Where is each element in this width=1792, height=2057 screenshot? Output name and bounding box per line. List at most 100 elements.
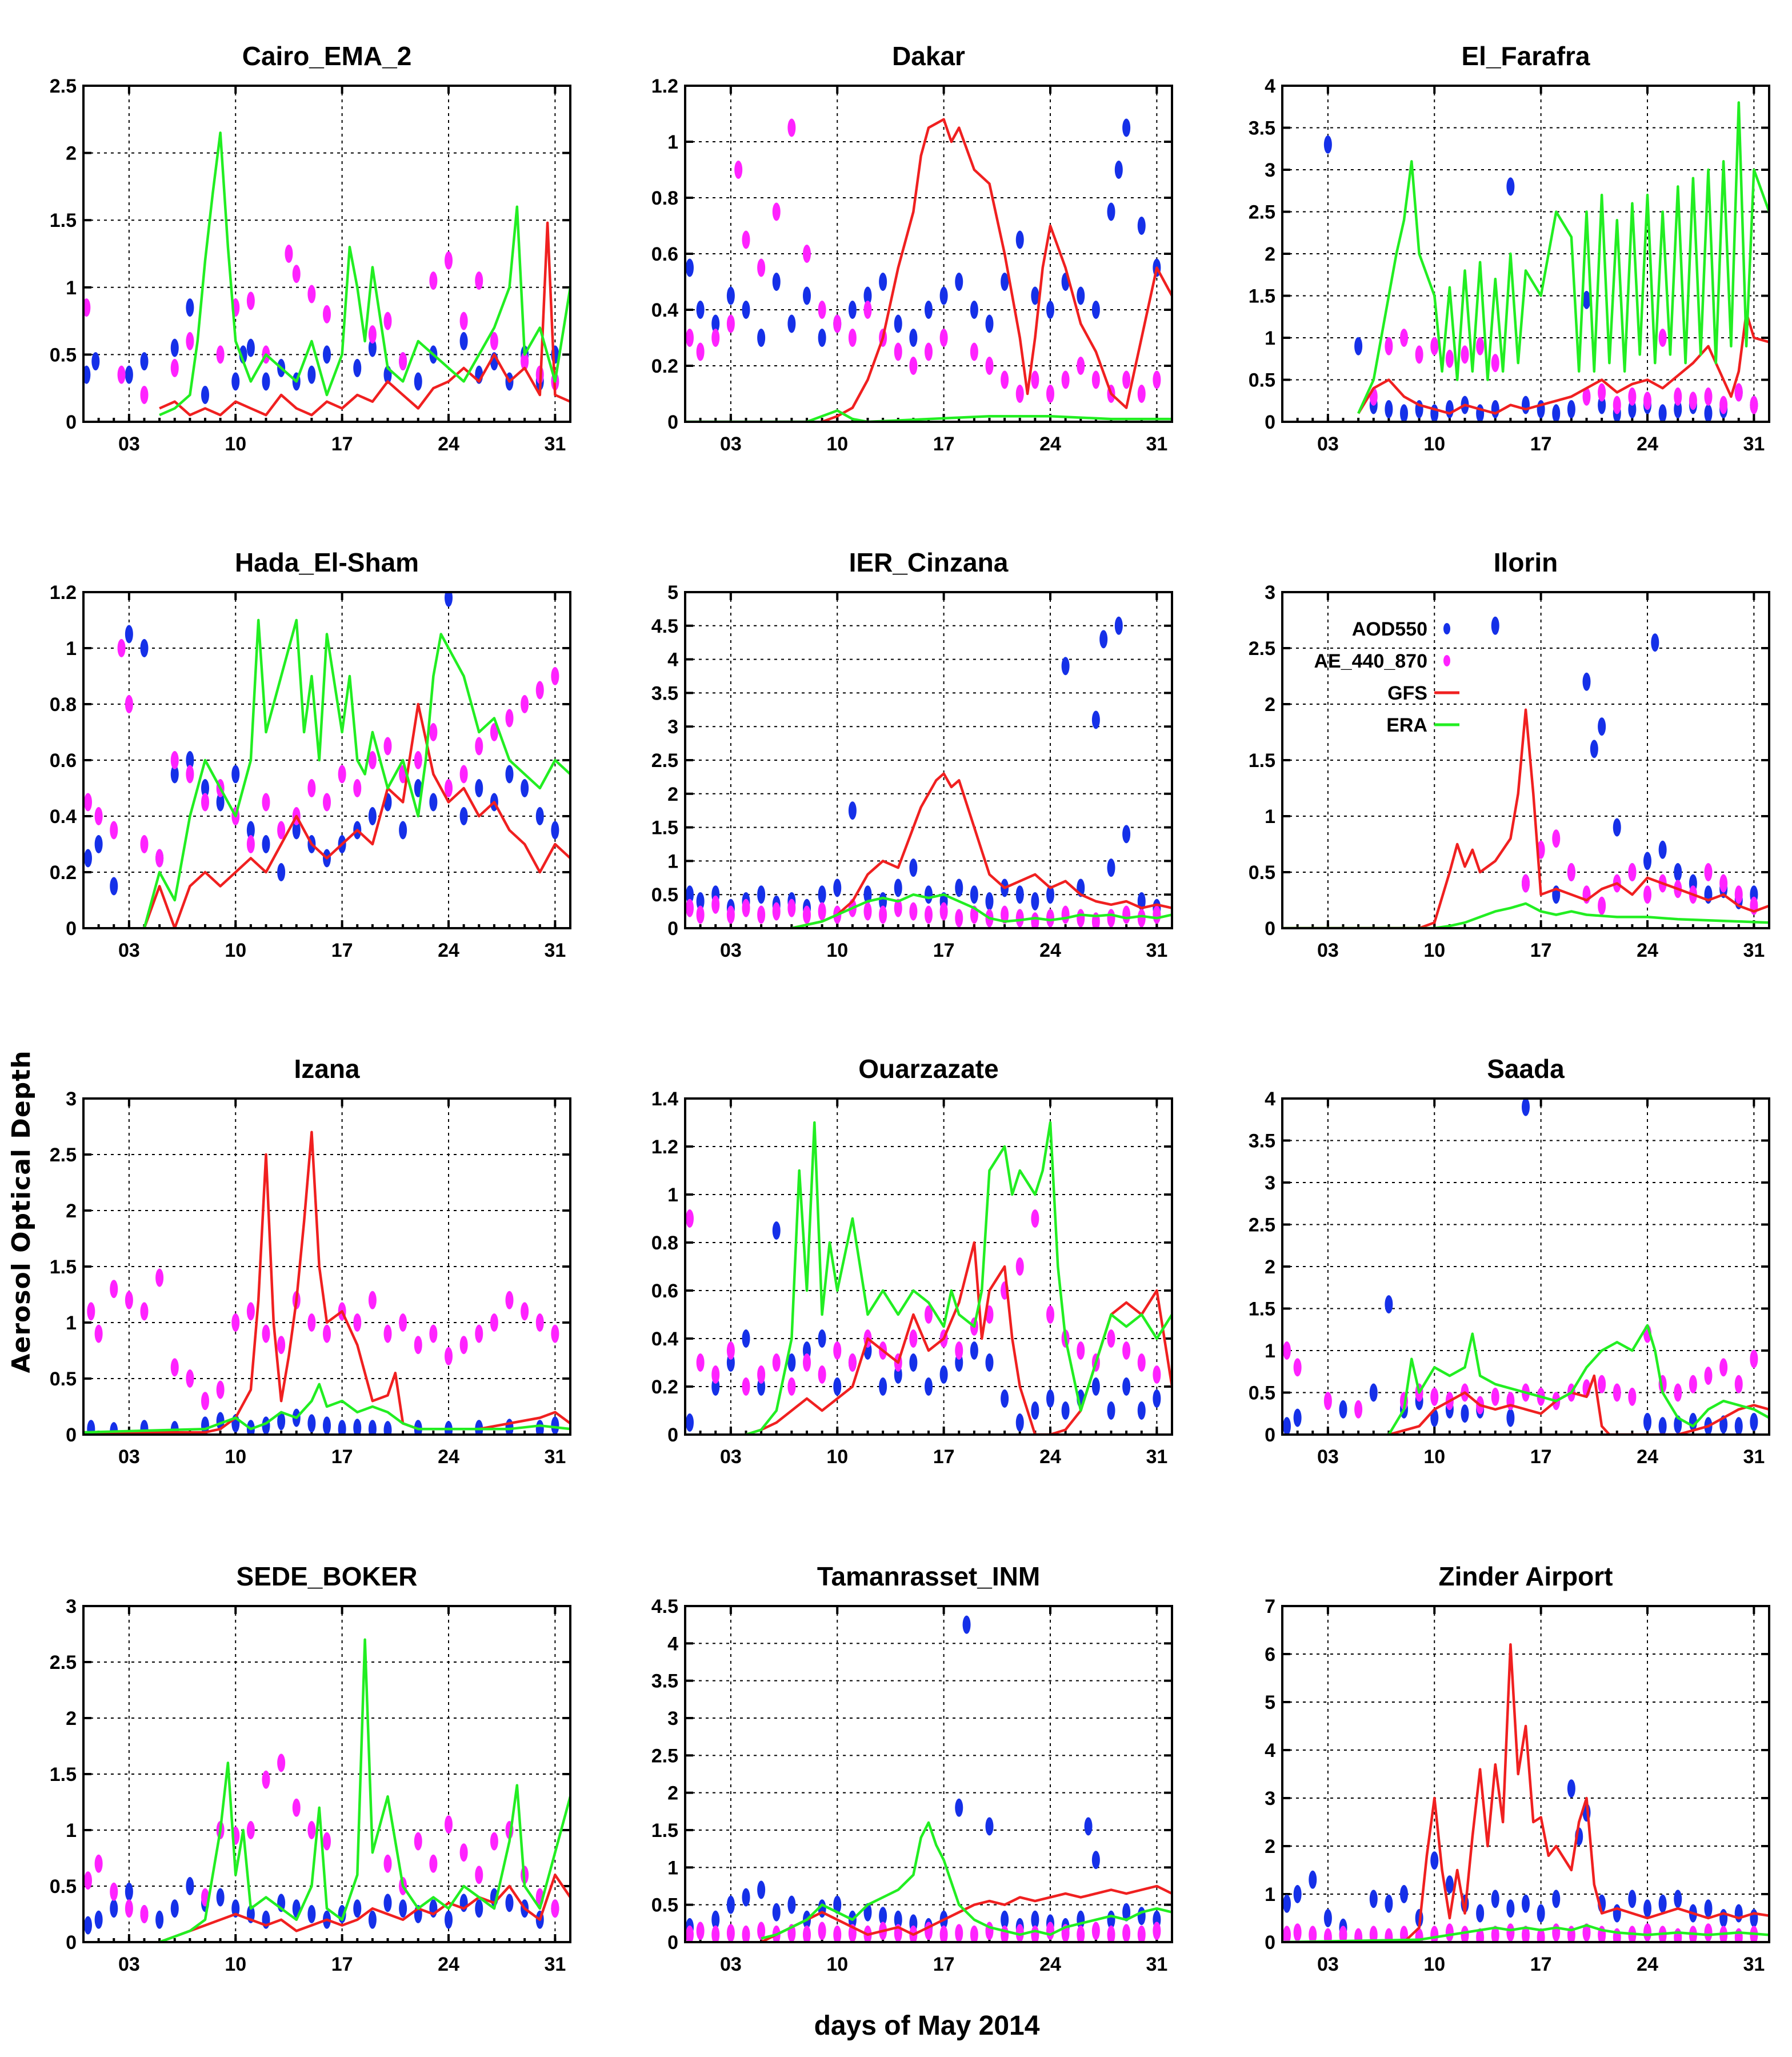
point-ae-440-870: [307, 1313, 316, 1332]
point-ae-440-870: [414, 1336, 422, 1355]
point-ae-440-870: [685, 1209, 694, 1228]
x-tick-label: 17: [1530, 433, 1552, 455]
y-tick-label: 1.2: [50, 582, 77, 604]
legend-swatch-ae-440-870: [1443, 655, 1450, 666]
plot-frame: [1281, 85, 1770, 423]
point-ae-440-870: [894, 342, 902, 361]
point-aod550: [1091, 1851, 1100, 1870]
x-tick-label: 10: [225, 1446, 246, 1468]
line-era: [1282, 902, 1769, 928]
x-tick-label: 03: [118, 433, 140, 455]
point-aod550: [505, 1894, 514, 1912]
point-aod550: [1506, 1408, 1515, 1427]
point-ae-440-870: [1643, 885, 1651, 904]
point-ae-440-870: [772, 1353, 781, 1372]
point-ae-440-870: [909, 902, 918, 921]
point-aod550: [772, 273, 781, 291]
point-aod550: [772, 1221, 781, 1240]
point-aod550: [551, 821, 559, 840]
y-tick-label: 2.5: [651, 750, 678, 772]
point-aod550: [353, 1419, 362, 1435]
point-ae-440-870: [277, 1754, 286, 1772]
point-aod550: [1137, 1401, 1146, 1420]
point-ae-440-870: [1598, 1375, 1606, 1393]
point-aod550: [985, 1353, 994, 1372]
x-tick-label: 10: [1423, 1954, 1445, 1975]
point-aod550: [1598, 396, 1606, 414]
point-ae-440-870: [521, 695, 529, 713]
point-aod550: [83, 365, 91, 384]
point-aod550: [879, 1907, 887, 1926]
point-aod550: [726, 1895, 735, 1914]
point-ae-440-870: [170, 751, 179, 769]
point-ae-440-870: [323, 793, 331, 812]
x-tick-label: 03: [720, 433, 742, 455]
point-ae-440-870: [848, 1353, 857, 1372]
point-aod550: [1734, 1904, 1743, 1923]
x-tick-label: 03: [1317, 433, 1339, 455]
x-tick-label: 17: [1530, 940, 1552, 961]
series-ae-440-870: [1369, 329, 1758, 414]
x-tick-label: 31: [1743, 1446, 1765, 1468]
point-aod550: [368, 1420, 377, 1435]
point-aod550: [1031, 892, 1039, 910]
plot-frame: [1281, 1097, 1770, 1436]
point-aod550: [94, 835, 103, 853]
x-tick-label: 10: [826, 940, 848, 961]
x-tick-label: 17: [1530, 1446, 1552, 1468]
point-aod550: [262, 835, 270, 853]
point-aod550: [833, 1895, 842, 1914]
point-aod550: [970, 1341, 978, 1360]
point-ae-440-870: [772, 902, 781, 921]
legend-label-era: ERA: [1386, 714, 1427, 736]
y-tick-label: 0.5: [1249, 1383, 1275, 1404]
point-ae-440-870: [757, 905, 766, 924]
x-tick-label: 31: [544, 1446, 566, 1468]
point-ae-440-870: [246, 1302, 255, 1321]
point-ae-440-870: [1323, 1928, 1332, 1942]
point-aod550: [742, 1329, 750, 1348]
point-aod550: [170, 338, 179, 357]
point-aod550: [894, 878, 902, 897]
point-aod550: [1046, 1389, 1054, 1408]
point-ae-440-870: [83, 793, 92, 812]
point-aod550: [955, 273, 963, 291]
point-aod550: [925, 301, 933, 319]
point-ae-440-870: [1506, 1923, 1515, 1942]
point-ae-440-870: [1001, 370, 1009, 389]
point-aod550: [1522, 1894, 1530, 1913]
point-ae-440-870: [685, 1925, 694, 1942]
panel-title: Saada: [1487, 1054, 1565, 1084]
point-ae-440-870: [87, 1302, 95, 1321]
point-ae-440-870: [1061, 370, 1070, 389]
line-era: [1387, 1324, 1769, 1435]
line-era: [1357, 101, 1769, 414]
point-aod550: [848, 801, 857, 820]
plot-frame: [684, 591, 1173, 929]
point-ae-440-870: [803, 1353, 811, 1372]
point-ae-440-870: [551, 1899, 559, 1918]
y-tick-label: 3: [667, 1708, 678, 1730]
y-tick-label: 4: [1265, 1740, 1275, 1762]
panel-title: Izana: [294, 1054, 359, 1084]
x-tick-label: 03: [118, 940, 140, 961]
point-aod550: [338, 1420, 346, 1435]
y-tick-label: 4: [1265, 75, 1275, 97]
point-ae-440-870: [742, 898, 750, 917]
x-axis-label: days of May 2014: [814, 2011, 1040, 2041]
point-aod550: [1613, 1904, 1621, 1923]
point-ae-440-870: [368, 1291, 377, 1309]
point-aod550: [1031, 1401, 1039, 1420]
x-tick-label: 31: [1146, 433, 1167, 455]
point-aod550: [1522, 1099, 1530, 1116]
point-ae-440-870: [696, 905, 705, 924]
panel-zinder-airport: Zinder Airport 0 1 2 3 4 5 6 7 03 10 17 24 31: [1265, 1561, 1770, 1975]
y-tick-label: 2: [1265, 243, 1275, 265]
y-tick-label: 1: [66, 1820, 77, 1842]
point-ae-440-870: [1091, 370, 1100, 389]
point-aod550: [909, 1353, 918, 1372]
y-tick-label: 3: [66, 1088, 77, 1110]
point-aod550: [1567, 400, 1575, 418]
point-aod550: [186, 298, 194, 317]
point-aod550: [535, 1420, 544, 1435]
